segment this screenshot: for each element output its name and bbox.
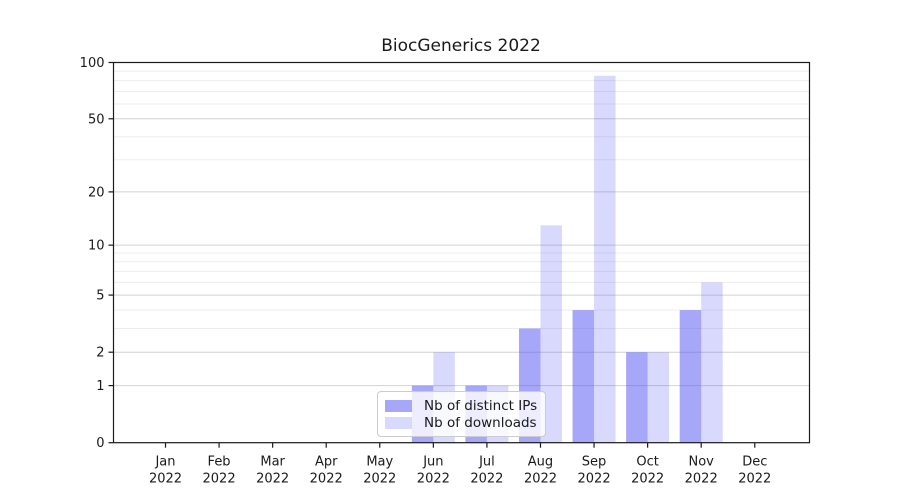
x-tick-label-feb: Feb 2022 (203, 455, 236, 487)
legend-swatch-downloads-icon (385, 417, 412, 429)
bar-sep-distinct-ips (572, 310, 595, 443)
bar-nov-distinct-ips (679, 310, 702, 443)
y-tick-label-20: 20 (88, 185, 105, 200)
legend: Nb of distinct IPs Nb of downloads (377, 391, 546, 437)
legend-label-distinct-ips: Nb of distinct IPs (424, 398, 538, 414)
y-tick-label-0: 0 (96, 436, 104, 451)
y-tick-label-2: 2 (96, 346, 104, 361)
legend-entry-downloads: Nb of downloads (385, 415, 537, 431)
y-tick-label-100: 100 (80, 56, 105, 71)
bar-aug-downloads (540, 225, 562, 443)
legend-label-downloads: Nb of downloads (424, 415, 537, 431)
x-tick-label-jun: Jun 2022 (417, 455, 450, 487)
legend-entry-distinct-ips: Nb of distinct IPs (385, 398, 537, 414)
y-tick-label-50: 50 (88, 112, 105, 127)
x-tick-label-aug: Aug 2022 (524, 455, 557, 487)
bar-sep-downloads (594, 75, 616, 443)
x-tick-label-dec: Dec 2022 (738, 455, 771, 487)
legend-swatch-distinct-ips-icon (385, 400, 412, 412)
bar-oct-downloads (647, 352, 670, 443)
x-tick-label-nov: Nov 2022 (685, 455, 718, 487)
x-tick-label-may: May 2022 (363, 455, 396, 487)
plot-frame (112, 61, 811, 444)
x-tick-label-mar: Mar 2022 (256, 455, 289, 487)
y-tick-label-10: 10 (88, 239, 105, 254)
x-tick-label-jul: Jul 2022 (470, 455, 503, 487)
bar-nov-downloads (701, 282, 723, 443)
bar-oct-distinct-ips (626, 352, 648, 443)
chart-title: BiocGenerics 2022 (381, 36, 541, 56)
x-tick-label-jan: Jan 2022 (149, 455, 182, 487)
x-tick-label-apr: Apr 2022 (310, 455, 343, 487)
x-tick-label-oct: Oct 2022 (631, 455, 664, 487)
y-tick-label-5: 5 (96, 289, 104, 304)
x-tick-label-sep: Sep 2022 (578, 455, 611, 487)
y-tick-label-1: 1 (96, 379, 104, 394)
